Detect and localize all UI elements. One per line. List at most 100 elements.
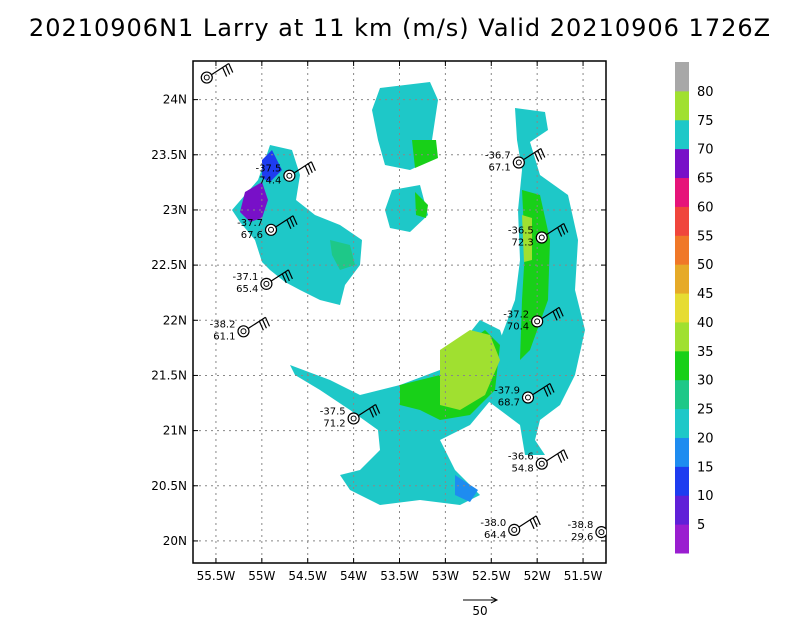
wind-barb-feather <box>560 451 566 461</box>
wind-barb-feather <box>375 404 381 414</box>
colorbar-label: 80 <box>697 85 714 100</box>
x-tick-label: 54W <box>340 569 367 583</box>
wind-barb-feather <box>264 317 271 327</box>
dropsonde-marker <box>508 523 521 537</box>
dropsonde-marker-inner <box>524 394 531 401</box>
y-tick-label: 23N <box>163 203 187 217</box>
colorbar-label: 10 <box>697 489 714 504</box>
colorbar-segment <box>675 148 689 179</box>
wind-barb <box>546 223 565 236</box>
wind-barb-feather <box>543 387 549 397</box>
colorbar-label: 25 <box>697 403 714 418</box>
colorbar-label: 70 <box>697 143 714 158</box>
dropsonde: -37.574.4 <box>255 161 316 187</box>
x-tick-label: 52W <box>524 569 551 583</box>
wind-barb-feather <box>557 227 563 237</box>
colorbar-segment <box>675 495 689 525</box>
y-tick-label: 23.5N <box>151 148 187 162</box>
wind-barb-feather <box>307 163 313 173</box>
wind-barb <box>358 403 376 416</box>
wind-barb-feather <box>292 215 298 226</box>
dropsonde-temperature: -36.5 <box>508 226 534 237</box>
dropsonde-marker <box>283 169 296 182</box>
wind-barb <box>541 306 560 319</box>
dropsonde-temperature: -38.8 <box>568 520 594 531</box>
dropsonde-temperature: -37.2 <box>503 309 529 320</box>
colorbar-segment <box>675 379 689 410</box>
colorbar-segment <box>675 437 689 467</box>
dropsonde-temperature: -36.7 <box>485 151 511 162</box>
dropsonde-marker <box>595 526 606 539</box>
dropsonde-wind-speed: 71.2 <box>323 418 345 429</box>
colorbar-label: 65 <box>697 172 714 187</box>
dropsonde-marker-inner <box>538 234 545 241</box>
dropsonde-marker <box>260 277 273 290</box>
y-tick-label: 20.5N <box>151 479 187 493</box>
dropsonde-marker-inner <box>240 328 247 335</box>
wind-barb <box>275 215 294 228</box>
dropsonde-wind-speed: 67.6 <box>241 230 263 241</box>
dropsonde-wind-speed: 68.7 <box>498 398 520 409</box>
dropsonde-temperature: -37.9 <box>494 386 520 397</box>
dropsonde-temperature: -37.5 <box>255 164 281 175</box>
reference-vector: 50 <box>463 596 499 618</box>
wind-barb-feather <box>620 520 624 529</box>
y-tick-label: 22N <box>163 313 187 327</box>
dropsonde-temperature: -37.7 <box>237 218 263 229</box>
wind-barb <box>518 515 537 528</box>
colorbar-label: 40 <box>697 316 714 331</box>
wind-barb <box>271 269 289 282</box>
wind-barb-feather <box>623 518 627 527</box>
wind-barb-feather <box>284 271 290 282</box>
dropsonde-temperature: -37.5 <box>320 406 346 417</box>
dropsonde-wind-speed: 65.4 <box>236 284 258 295</box>
dropsonde-marker-inner <box>203 74 210 81</box>
colorbar-label: 50 <box>697 258 714 273</box>
wind-barb-feather <box>549 383 555 393</box>
dropsonde-wind-speed: 54.8 <box>511 464 533 475</box>
dropsonde: -37.165.4 <box>233 269 293 295</box>
dropsonde <box>200 63 234 84</box>
dropsonde-wind-speed: 64.4 <box>484 530 506 541</box>
dropsonde-temperature: -38.0 <box>480 518 506 529</box>
wind-barb-feather <box>258 321 264 331</box>
colorbar: 5 10 15 20 25 30 35 40 45 50 55 60 65 70 75 80 <box>675 62 714 554</box>
wind-barb-feather <box>287 269 293 280</box>
dropsonde-wind-speed: 61.1 <box>213 331 235 342</box>
wind-barb-feather <box>560 225 566 235</box>
wind-barb-feather <box>563 223 569 233</box>
colorbar-segment <box>675 62 689 92</box>
dropsonde: -37.571.2 <box>320 403 381 429</box>
dropsonde-marker <box>200 71 213 84</box>
y-tick-label: 21N <box>163 424 187 438</box>
wind-barb <box>523 147 542 161</box>
dropsonde-marker-inner <box>350 415 357 422</box>
wind-barb <box>294 161 312 174</box>
colorbar-segment <box>675 177 689 207</box>
dropsonde-marker-inner <box>511 526 518 533</box>
dropsonde: -38.261.1 <box>210 316 271 342</box>
dropsonde: -37.968.7 <box>494 383 555 409</box>
dropsonde-marker-inner <box>534 318 541 325</box>
colorbar-segment <box>675 408 689 438</box>
colorbar-label: 20 <box>697 431 714 446</box>
wind-barb-feather <box>546 385 552 395</box>
dropsonde-temperature: -37.1 <box>233 272 259 283</box>
swath-left-green <box>330 240 355 270</box>
dropsonde-marker-inner <box>538 460 545 467</box>
wind-barb-feather <box>555 309 561 319</box>
dropsonde-marker-inner <box>286 172 293 179</box>
dropsonde-marker <box>535 231 548 244</box>
dropsonde: -37.767.6 <box>237 215 298 241</box>
dropsonde-marker-inner <box>598 529 605 536</box>
wind-barb-feather <box>372 406 378 416</box>
dropsonde-wind-speed: 72.3 <box>511 238 533 249</box>
swath-lower-blue <box>455 475 478 502</box>
colorbar-label: 60 <box>697 200 714 215</box>
dropsonde-temperature: -36.6 <box>508 452 534 463</box>
colorbar-segment <box>675 524 689 554</box>
wind-barb <box>546 449 565 462</box>
x-tick-label: 51.5W <box>564 569 603 583</box>
reference-vector-label: 50 <box>472 604 487 618</box>
